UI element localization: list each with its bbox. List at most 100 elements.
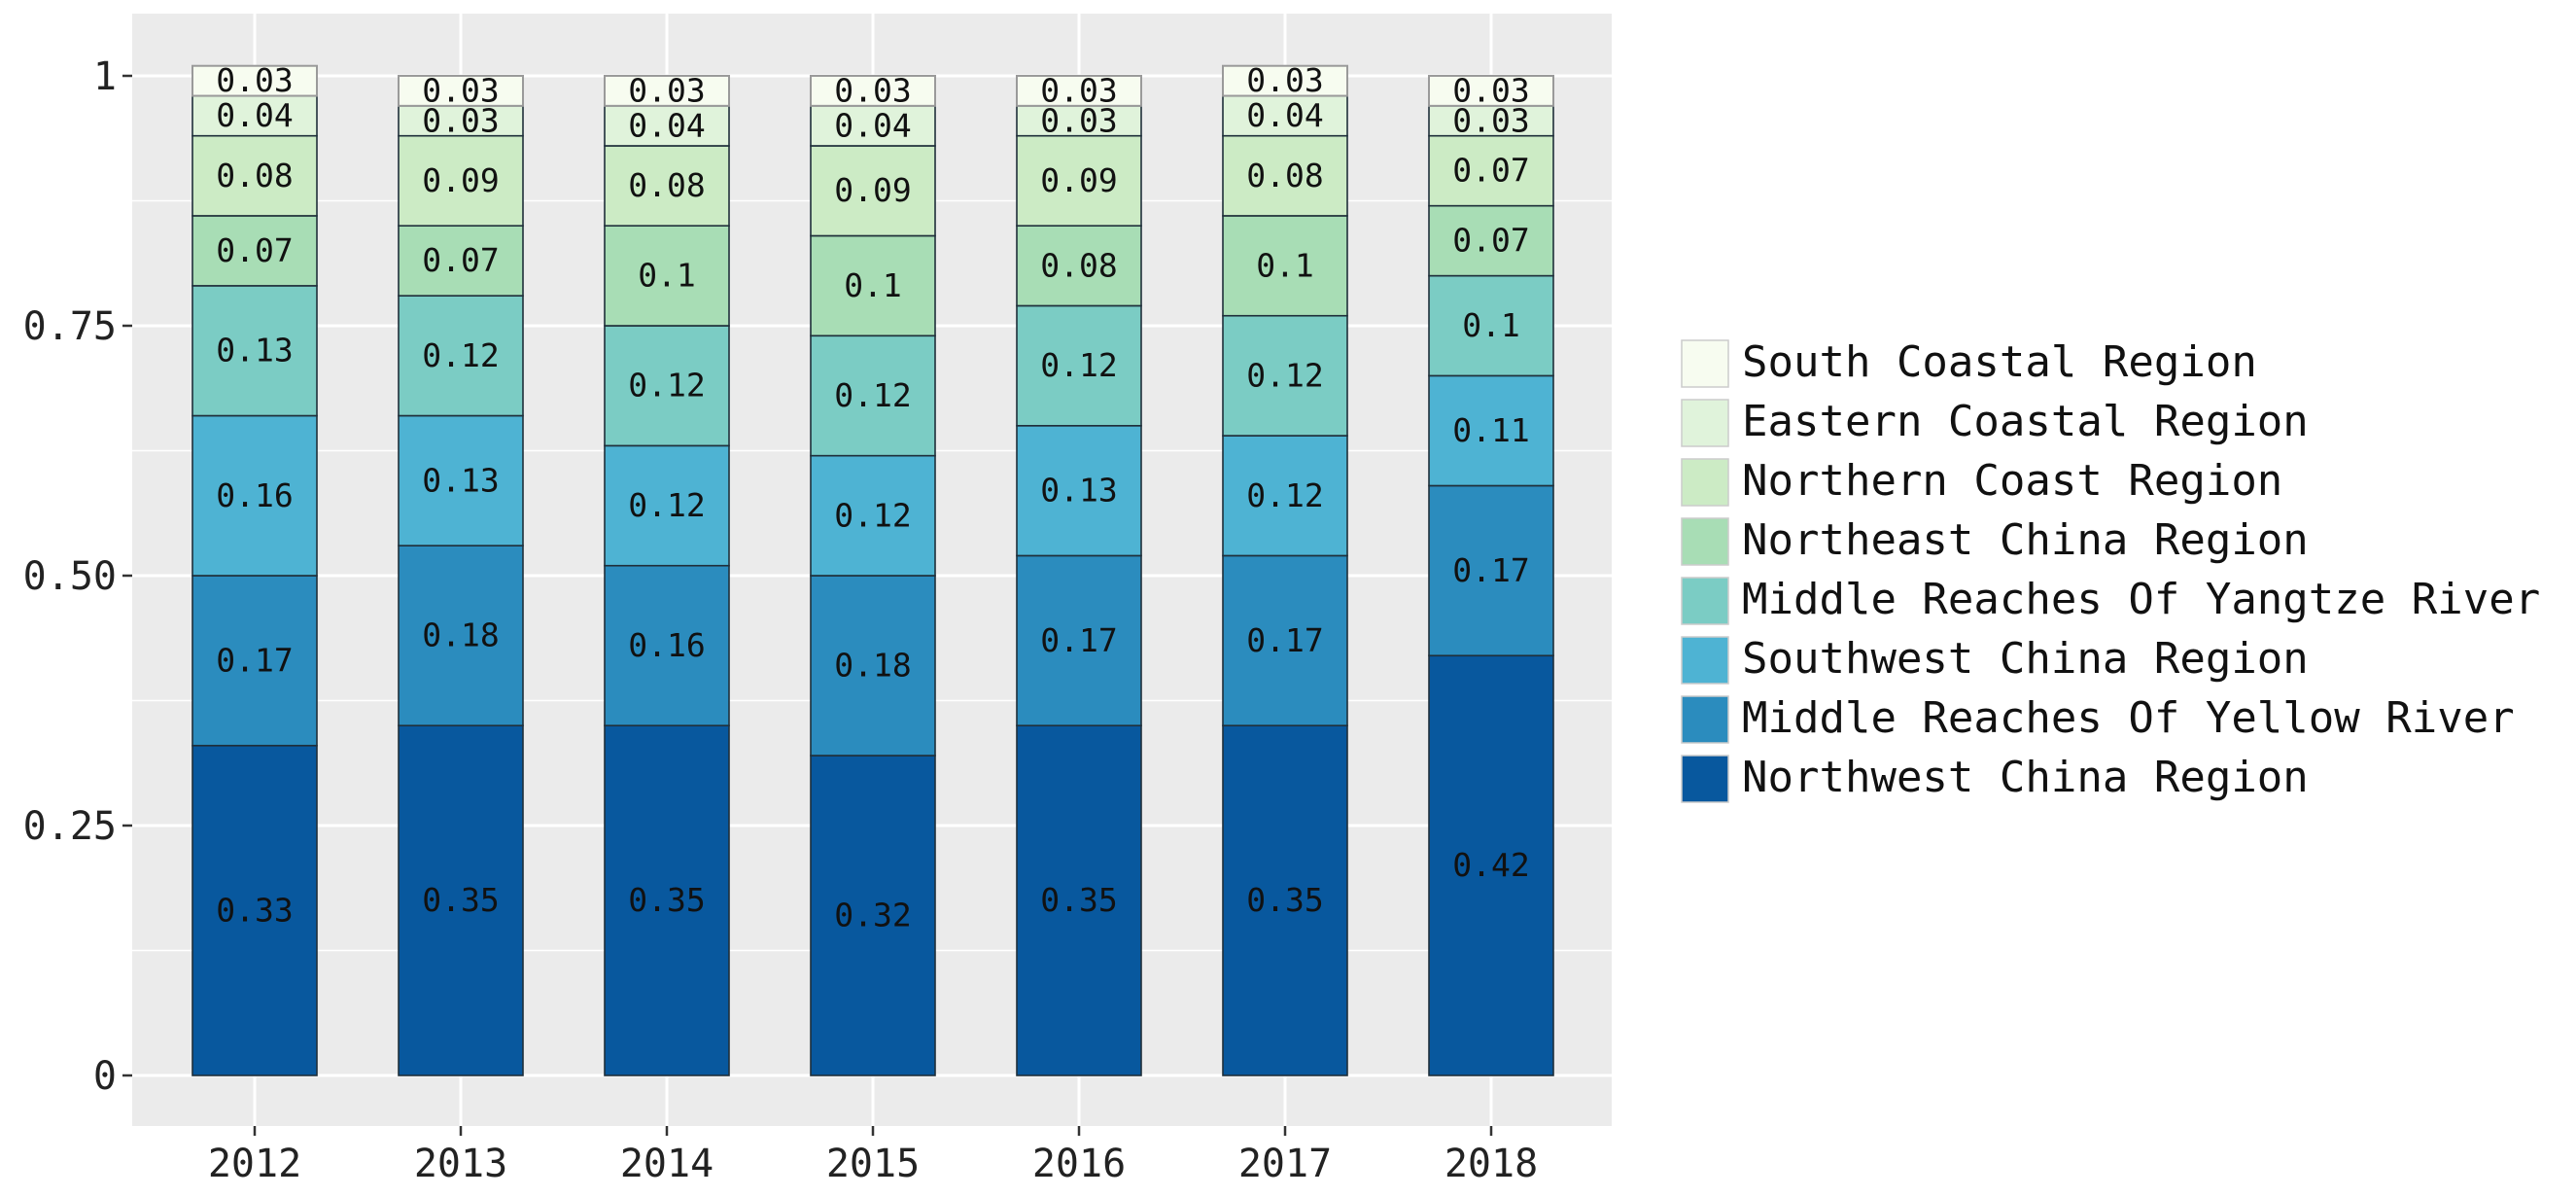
x-tick-label: 2013 <box>414 1142 507 1186</box>
bar-value-label: 0.03 <box>1452 71 1529 109</box>
bar-value-label: 0.1 <box>1256 246 1314 284</box>
bar-segment <box>1428 274 1554 377</box>
legend-label: Northeast China Region <box>1742 515 2309 565</box>
bar-value-label: 0.12 <box>1246 476 1323 514</box>
bar-value-label: 0.32 <box>834 897 911 934</box>
legend-item: Eastern Coastal Region <box>1681 397 2309 447</box>
bar-segment <box>810 334 936 457</box>
bar-value-label: 0.12 <box>628 486 705 524</box>
bar-segment <box>1428 484 1554 657</box>
bar-value-label: 0.03 <box>1040 101 1117 139</box>
bar-value-label: 0.13 <box>216 332 293 370</box>
legend-label: Eastern Coastal Region <box>1742 397 2309 446</box>
bar-value-label: 0.03 <box>628 71 705 109</box>
bar-segment <box>1222 724 1348 1076</box>
legend-swatch <box>1681 399 1729 447</box>
bar-value-label: 0.13 <box>1040 472 1117 510</box>
bar-value-label: 0.12 <box>422 336 499 374</box>
bar-value-label: 0.16 <box>216 476 293 514</box>
bar-segment <box>398 545 524 726</box>
bar-segment <box>810 75 936 107</box>
bar-segment <box>604 325 730 447</box>
bar-value-label: 0.07 <box>1452 222 1529 260</box>
bar-value-label: 0.33 <box>216 891 293 929</box>
bar-segment <box>604 105 730 147</box>
legend-swatch <box>1681 517 1729 566</box>
bar-segment <box>191 215 318 287</box>
x-tick-label: 2014 <box>620 1142 714 1186</box>
bar-value-label: 0.35 <box>1246 881 1323 919</box>
bar-value-label: 0.17 <box>1452 551 1529 589</box>
bar-segment <box>1428 374 1554 487</box>
legend-swatch <box>1681 458 1729 507</box>
bar-segment <box>191 134 318 217</box>
legend-item: South Coastal Region <box>1681 337 2257 388</box>
bar-segment <box>1016 424 1142 557</box>
bar-segment <box>191 575 318 747</box>
y-tick-label: 1 <box>93 54 117 99</box>
bar-value-label: 0.09 <box>422 161 499 199</box>
bar-value-label: 0.13 <box>422 461 499 499</box>
bar-value-label: 0.12 <box>1040 346 1117 384</box>
bar-segment <box>1016 554 1142 726</box>
bar-segment <box>604 444 730 567</box>
bar-segment <box>810 105 936 147</box>
bar-segment <box>1222 64 1348 97</box>
bar-segment <box>810 454 936 577</box>
bar-segment <box>1016 304 1142 427</box>
legend-swatch <box>1681 577 1729 625</box>
x-tick-label: 2015 <box>826 1142 920 1186</box>
legend-label: Middle Reaches Of Yangtze River <box>1742 575 2540 624</box>
bar-segment <box>398 75 524 107</box>
bar-segment <box>810 755 936 1076</box>
bar-value-label: 0.09 <box>1040 161 1117 199</box>
bar-value-label: 0.04 <box>1246 96 1323 134</box>
bar-segment <box>1222 94 1348 137</box>
legend-label: Northwest China Region <box>1742 753 2309 802</box>
bar-value-label: 0.18 <box>834 647 911 685</box>
bar-value-label: 0.07 <box>216 231 293 269</box>
bar-segment <box>1428 134 1554 207</box>
bar-value-label: 0.03 <box>422 101 499 139</box>
x-axis: 2012 2013 2014 2015 2016 2017 2018 <box>208 1126 1538 1186</box>
bar-segment <box>191 64 318 97</box>
bar-segment <box>1428 654 1554 1076</box>
bar-value-label: 0.17 <box>1246 621 1323 659</box>
legend-item: Northeast China Region <box>1681 515 2309 566</box>
legend-item: Southwest China Region <box>1681 634 2309 685</box>
legend-item: Northern Coast Region <box>1681 456 2282 507</box>
bar-segment <box>604 564 730 726</box>
legend-swatch <box>1681 636 1729 685</box>
legend-item: Middle Reaches Of Yellow River <box>1681 693 2515 744</box>
bar-segment <box>1222 554 1348 726</box>
bar-segment <box>191 414 318 577</box>
bar-value-label: 0.35 <box>628 881 705 919</box>
bar-value-label: 0.12 <box>834 376 911 414</box>
bar-value-label: 0.09 <box>834 171 911 209</box>
bar-value-label: 0.03 <box>1246 61 1323 99</box>
bar-value-label: 0.07 <box>422 241 499 279</box>
bar-segment <box>191 94 318 137</box>
bar-segment <box>1016 225 1142 307</box>
bar-segment <box>810 575 936 757</box>
bar-segment <box>1016 75 1142 107</box>
bar-segment <box>810 234 936 337</box>
bar-value-label: 0.08 <box>1246 157 1323 194</box>
bar-value-label: 0.1 <box>638 257 696 295</box>
bar-value-label: 0.35 <box>422 881 499 919</box>
bar-segment <box>1222 314 1348 437</box>
bar-segment <box>191 285 318 417</box>
bar-value-label: 0.08 <box>628 166 705 204</box>
bar-value-label: 0.08 <box>216 157 293 194</box>
bar-segment <box>604 145 730 228</box>
bars <box>191 64 1554 1076</box>
y-tick-label: 0 <box>93 1054 117 1099</box>
legend-swatch <box>1681 755 1729 803</box>
bar-segment <box>398 295 524 417</box>
bar-value-label: 0.04 <box>834 106 911 144</box>
bar-segment <box>1428 105 1554 137</box>
legend-label: Northern Coast Region <box>1742 456 2282 506</box>
legend-label: Middle Reaches Of Yellow River <box>1742 693 2515 743</box>
x-tick-label: 2016 <box>1032 1142 1126 1186</box>
